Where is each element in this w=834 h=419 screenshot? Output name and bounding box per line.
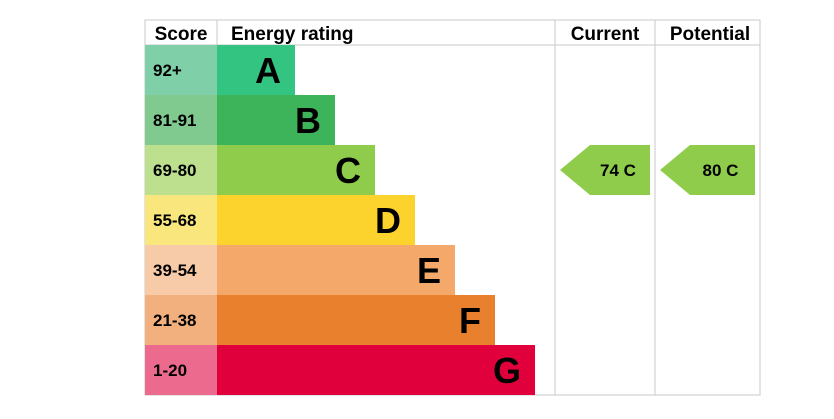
score-label: 39-54: [153, 261, 197, 280]
score-cell: [145, 145, 217, 195]
headers-group: Score Energy rating Current Potential: [155, 24, 751, 45]
score-label: 21-38: [153, 311, 196, 330]
potential-rating-label: 80 C: [703, 161, 739, 180]
rating-letter: A: [255, 50, 281, 91]
rating-bar: [217, 345, 535, 395]
rating-letter: C: [335, 150, 361, 191]
score-label: 55-68: [153, 211, 196, 230]
score-cell: [145, 245, 217, 295]
rating-bar: [217, 245, 455, 295]
score-label: 69-80: [153, 161, 196, 180]
pointers-group: 74 C 80 C: [560, 145, 755, 195]
current-rating-arrow: [560, 145, 650, 195]
rating-bar: [217, 45, 295, 95]
bands-group: 92+ A 81-91 B 69-80 C 55-68 D 39-54 E 21-38 F 1-20 G: [145, 45, 535, 395]
rating-bar: [217, 295, 495, 345]
score-label: 81-91: [153, 111, 196, 130]
potential-rating-arrow: [660, 145, 755, 195]
header-current: Current: [571, 24, 640, 45]
rating-letter: D: [375, 200, 401, 241]
score-label: 1-20: [153, 361, 187, 380]
score-cell: [145, 295, 217, 345]
header-energy-rating: Energy rating: [231, 24, 353, 45]
rating-letter: E: [417, 250, 441, 291]
rating-bar: [217, 145, 375, 195]
rating-bar: [217, 195, 415, 245]
score-label: 92+: [153, 61, 182, 80]
rating-bar: [217, 95, 335, 145]
score-cell: [145, 195, 217, 245]
rating-letter: F: [459, 300, 481, 341]
header-potential: Potential: [670, 24, 750, 45]
score-cell: [145, 95, 217, 145]
score-cell: [145, 45, 217, 95]
score-cell: [145, 345, 217, 395]
header-score: Score: [155, 24, 208, 45]
rating-letter: B: [295, 100, 321, 141]
current-rating-label: 74 C: [600, 161, 636, 180]
rating-letter: G: [493, 350, 521, 391]
